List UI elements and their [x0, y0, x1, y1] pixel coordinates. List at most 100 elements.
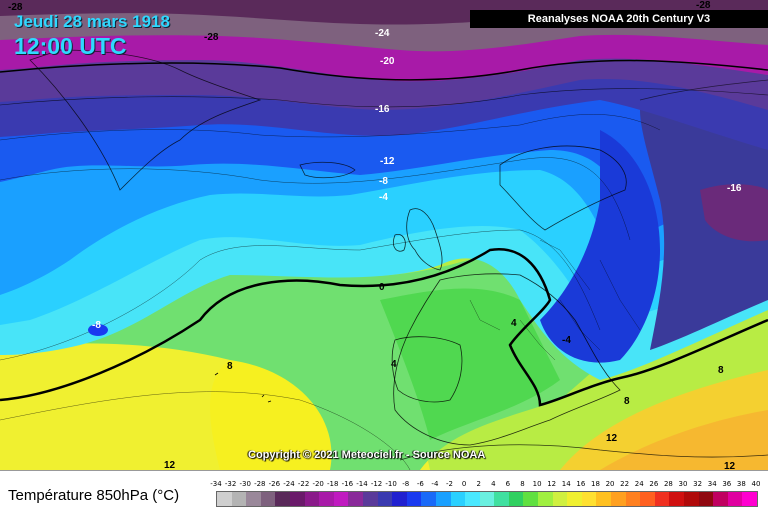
legend-swatch — [684, 492, 699, 506]
legend-swatch — [231, 492, 247, 506]
field-dark-purple — [0, 0, 768, 25]
field-orange-se2 — [600, 410, 768, 470]
iberia-coast — [391, 336, 463, 403]
europe-coast — [393, 273, 621, 446]
isotherm-label: 4 — [511, 318, 517, 329]
legend-tick-label: 40 — [751, 480, 761, 488]
color-legend: Température 850hPa (°C) -34 -32 -30 -28 -26-… — [0, 470, 768, 513]
isotherm-label: -24 — [375, 28, 390, 39]
legend-swatch — [421, 492, 436, 506]
legend-tick-label: -10 — [385, 480, 397, 488]
isotherm-zero — [0, 247, 768, 407]
legend-swatch — [508, 492, 524, 506]
legend-tick-label: 32 — [693, 480, 703, 488]
field-royal-blue — [0, 100, 768, 240]
copyright-notice: Copyright © 2021 Meteociel.fr - Source N… — [248, 449, 486, 461]
legend-tick-label: 28 — [663, 480, 673, 488]
isotherm-m20 — [0, 59, 768, 81]
cold-pocket-west — [88, 324, 108, 336]
legend-tick-label: -32 — [224, 480, 237, 488]
legend-swatch — [742, 492, 757, 506]
legend-tick-label: 30 — [678, 480, 688, 488]
isotherm-label: 12 — [724, 461, 736, 470]
isotherm-label: 8 — [624, 396, 630, 407]
legend-swatch — [275, 492, 290, 506]
legend-swatch — [581, 492, 597, 506]
legend-swatch — [246, 492, 261, 506]
field-east-indigo — [640, 110, 768, 350]
legend-tick-label: 4 — [491, 480, 496, 488]
scandinavia-coast — [499, 145, 627, 231]
legend-tick-label: -20 — [312, 480, 324, 488]
legend-swatch — [625, 492, 641, 506]
field-green-core — [380, 288, 560, 440]
isotherm-label: 0 — [379, 282, 385, 293]
legend-tick-label: -8 — [402, 480, 410, 488]
legend-tick-label: -6 — [416, 480, 424, 488]
legend-swatch — [348, 492, 363, 506]
isotherm-label: -16 — [727, 183, 742, 194]
isotherm-label: 8 — [718, 365, 724, 376]
legend-swatch — [319, 492, 334, 506]
iceland-coast — [299, 161, 356, 179]
legend-swatch — [552, 492, 568, 506]
legend-swatch — [654, 492, 670, 506]
legend-swatch — [611, 492, 626, 506]
legend-tick-label: 18 — [590, 480, 600, 488]
isotherm-label: -28 — [696, 0, 711, 11]
legend-swatch — [289, 492, 305, 506]
isotherm-label: 12 — [606, 433, 618, 444]
legend-swatch — [494, 492, 509, 506]
legend-swatch — [217, 492, 232, 506]
legend-swatch — [567, 492, 582, 506]
legend-swatch — [362, 492, 378, 506]
isotherm-label: -8 — [379, 176, 388, 187]
legend-swatch — [727, 492, 743, 506]
field-east-blue — [540, 130, 660, 363]
isotherm-label: 8 — [227, 361, 233, 372]
map-time: 12:00 UTC — [14, 33, 127, 59]
legend-tick-label: 10 — [532, 480, 542, 488]
legend-swatches — [216, 491, 758, 507]
isotherm-p8 — [0, 391, 411, 470]
isotherm-label: -20 — [380, 56, 395, 67]
legend-tick-label: -2 — [446, 480, 453, 488]
azores-islands — [214, 372, 272, 403]
legend-ticks: -34 -32 -30 -28 -26 -24 -22 -20 -18 -16 -14 -12 -10-… — [210, 480, 760, 490]
legend-swatch — [669, 492, 684, 506]
legend-swatch — [640, 492, 655, 506]
legend-swatch — [465, 492, 480, 506]
legend-swatch — [479, 492, 495, 506]
legend-swatch — [377, 492, 393, 506]
legend-tick-label: -16 — [341, 480, 354, 488]
legend-tick-label: 26 — [649, 480, 659, 488]
legend-title: Température 850hPa (°C) — [8, 487, 180, 504]
legend-tick-label: 14 — [561, 480, 571, 488]
legend-tick-label: -24 — [283, 480, 295, 488]
isotherm-label: -16 — [375, 104, 390, 115]
isotherm-label: -4 — [562, 335, 571, 346]
country-borders — [469, 239, 641, 361]
legend-tick-label: -14 — [356, 480, 368, 488]
legend-tick-label: -18 — [327, 480, 339, 488]
legend-swatch — [523, 492, 539, 506]
legend-swatch — [698, 492, 714, 506]
isotherm-label: -28 — [8, 2, 23, 13]
isotherm-label: -28 — [204, 32, 219, 43]
map-canvas — [0, 0, 768, 470]
legend-tick-label: 6 — [505, 480, 511, 488]
legend-tick-label: -26 — [268, 480, 281, 488]
legend-tick-label: 34 — [707, 480, 717, 488]
arctic-coast — [639, 79, 768, 101]
legend-tick-label: 2 — [476, 480, 481, 488]
british-isles-coast — [393, 208, 443, 271]
legend-swatch — [333, 492, 349, 506]
legend-swatch — [304, 492, 320, 506]
isotherm-m16 — [0, 88, 768, 108]
legend-tick-label: 38 — [736, 480, 746, 488]
temperature-map: -28 -28 -28 -24 -20 -16 -16 -12 -8 -4 0 … — [0, 0, 768, 470]
legend-swatch — [406, 492, 422, 506]
legend-tick-label: 16 — [576, 480, 586, 488]
map-date: Jeudi 28 mars 1918 — [14, 12, 170, 31]
legend-swatch — [538, 492, 553, 506]
